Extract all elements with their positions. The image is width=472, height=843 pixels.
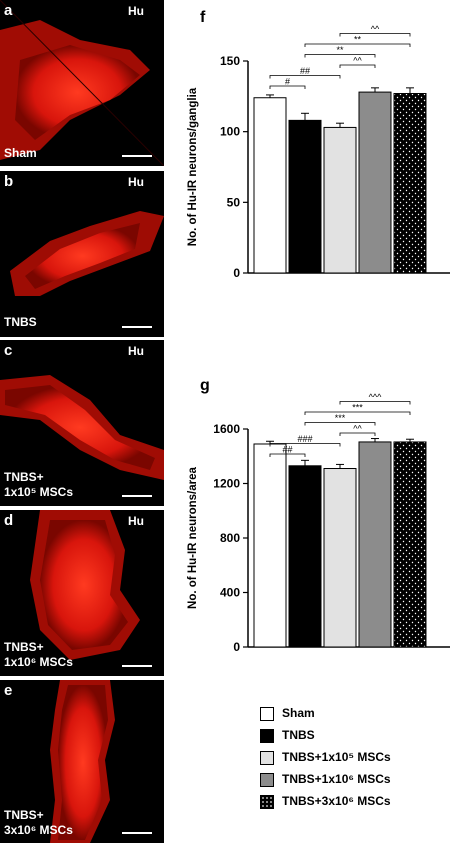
ganglion-image bbox=[0, 0, 164, 166]
panel-letter: a bbox=[4, 2, 13, 19]
marker-label: Hu bbox=[128, 175, 144, 189]
bar-TNBS+1x10⁶ MSCs bbox=[358, 91, 392, 274]
panel-letter: d bbox=[4, 512, 14, 529]
legend-label: TNBS+3x10⁶ MSCs bbox=[282, 794, 391, 808]
panel-letter: f bbox=[200, 9, 206, 26]
significance-label: ^^ bbox=[353, 424, 362, 434]
condition-label: Sham bbox=[4, 146, 37, 160]
bar-Sham bbox=[253, 443, 287, 648]
bar-TNBS+3x10⁶ MSCs bbox=[393, 441, 427, 648]
marker-label: Hu bbox=[128, 514, 144, 528]
condition-line-1: TNBS+ bbox=[4, 640, 44, 654]
bar-TNBS+1x10⁵ MSCs bbox=[323, 468, 357, 648]
significance-label: *** bbox=[352, 403, 363, 413]
panel-letter: b bbox=[4, 173, 14, 190]
micrograph-a: a Hu Sham bbox=[0, 0, 164, 166]
condition-line-2: 1x10⁵ MSCs bbox=[4, 485, 74, 499]
significance-bracket bbox=[304, 54, 376, 58]
legend-swatch bbox=[260, 751, 274, 765]
bar-TNBS+1x10⁶ MSCs bbox=[358, 441, 392, 648]
y-tick-label: 150 bbox=[220, 54, 240, 68]
y-tick-label: 100 bbox=[220, 125, 240, 139]
ganglion-image bbox=[50, 680, 115, 843]
micrograph-c: c Hu TNBS+ 1x10⁵ MSCs bbox=[0, 340, 164, 506]
panel-letter: e bbox=[4, 682, 13, 699]
y-tick-label: 0 bbox=[233, 266, 240, 280]
bar-TNBS+1x10⁵ MSCs bbox=[323, 126, 357, 274]
significance-bracket bbox=[304, 43, 411, 47]
bar-TNBS bbox=[288, 465, 322, 648]
significance-label: ^^ bbox=[353, 56, 362, 66]
y-axis-label: No. of Hu-IR neurons/area bbox=[187, 466, 199, 608]
significance-label: # bbox=[285, 77, 290, 87]
significance-label: ## bbox=[300, 66, 310, 76]
significance-bracket bbox=[269, 443, 341, 447]
y-tick-label: 400 bbox=[220, 586, 240, 600]
panel-letter: g bbox=[200, 377, 210, 394]
scale-bar bbox=[122, 832, 152, 834]
ganglion-image bbox=[30, 510, 140, 660]
ganglion-image bbox=[10, 211, 164, 296]
condition-line-1: TNBS+ bbox=[4, 470, 44, 484]
legend-label: TNBS+1x10⁵ MSCs bbox=[282, 750, 391, 764]
micrograph-b: b Hu TNBS bbox=[0, 171, 164, 337]
y-tick-label: 0 bbox=[233, 640, 240, 654]
y-tick-label: 1600 bbox=[213, 422, 240, 436]
significance-bracket bbox=[269, 453, 306, 457]
y-tick-label: 800 bbox=[220, 531, 240, 545]
legend-swatch bbox=[260, 773, 274, 787]
significance-label: ** bbox=[336, 45, 344, 55]
panel-letter: c bbox=[4, 342, 13, 359]
scale-bar bbox=[122, 665, 152, 667]
y-tick-label: 1200 bbox=[213, 477, 240, 491]
significance-label: ### bbox=[297, 434, 312, 444]
legend-swatch bbox=[260, 707, 274, 721]
legend-label: TNBS+1x10⁶ MSCs bbox=[282, 772, 391, 786]
significance-bracket bbox=[339, 401, 411, 405]
marker-label: Hu bbox=[128, 4, 144, 18]
condition-label: TNBS+ 1x10⁶ MSCs bbox=[4, 640, 73, 670]
bar-TNBS bbox=[288, 119, 322, 274]
legend-swatch bbox=[260, 729, 274, 743]
condition-line-2: 3x10⁶ MSCs bbox=[4, 823, 73, 837]
scale-bar bbox=[122, 326, 152, 328]
significance-bracket bbox=[304, 411, 411, 415]
condition-label: TNBS+ 3x10⁶ MSCs bbox=[4, 808, 73, 838]
y-tick-label: 50 bbox=[227, 195, 241, 209]
significance-label: ** bbox=[354, 35, 362, 45]
bar-TNBS+3x10⁶ MSCs bbox=[393, 93, 427, 274]
significance-label: ## bbox=[282, 445, 292, 455]
y-axis-label: No. of Hu-IR neurons/ganglia bbox=[187, 87, 199, 246]
micrograph-e: e TNBS+ 3x10⁶ MSCs bbox=[0, 680, 164, 843]
condition-label: TNBS bbox=[4, 315, 37, 329]
legend-label: TNBS bbox=[282, 728, 315, 742]
legend-label: Sham bbox=[282, 706, 315, 720]
significance-bracket bbox=[339, 33, 411, 37]
significance-label: *** bbox=[335, 413, 346, 423]
micrograph-d: d Hu TNBS+ 1x10⁶ MSCs bbox=[0, 510, 164, 676]
condition-line-2: 1x10⁶ MSCs bbox=[4, 655, 73, 669]
significance-bracket bbox=[339, 432, 376, 436]
scale-bar bbox=[122, 155, 152, 157]
marker-label: Hu bbox=[128, 344, 144, 358]
bar-Sham bbox=[253, 97, 287, 274]
scale-bar bbox=[122, 495, 152, 497]
legend-swatch bbox=[260, 795, 274, 809]
significance-bracket bbox=[339, 64, 376, 68]
significance-bracket bbox=[304, 422, 376, 426]
condition-label: TNBS+ 1x10⁵ MSCs bbox=[4, 470, 73, 500]
significance-bracket bbox=[269, 85, 306, 89]
significance-label: ^^^ bbox=[369, 392, 382, 402]
significance-label: ^^ bbox=[371, 24, 380, 34]
ganglion-image bbox=[0, 375, 164, 480]
significance-bracket bbox=[269, 75, 341, 79]
condition-line-1: TNBS+ bbox=[4, 808, 44, 822]
